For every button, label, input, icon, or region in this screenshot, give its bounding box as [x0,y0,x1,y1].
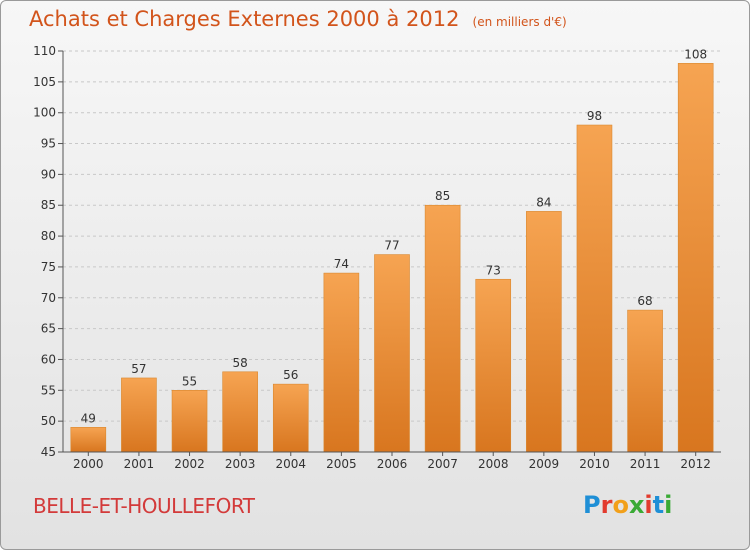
data-label: 55 [182,374,197,388]
logo-letter: i [644,491,653,519]
bar-2004 [272,383,309,453]
bar-2001 [121,377,157,453]
logo-letter: t [652,491,665,519]
logo-letter: P [583,491,601,519]
bar-2009 [526,211,562,453]
data-label: 49 [81,411,96,425]
y-tick-label: 85 [41,198,56,212]
y-tick-label: 45 [41,445,56,459]
x-tick-label: 2000 [73,457,104,471]
bar-2002 [171,390,208,453]
chart-title-text: Achats et Charges Externes 2000 à 2012 [29,7,460,31]
data-label: 98 [587,109,602,123]
commune-name: BELLE-ET-HOULLEFORT [33,494,255,518]
x-tick-label: 2008 [478,457,509,471]
y-tick-label: 70 [41,291,56,305]
data-label: 73 [486,263,501,277]
y-tick-label: 95 [41,137,56,151]
chart-title: Achats et Charges Externes 2000 à 2012 (… [29,7,567,31]
x-tick-label: 2009 [529,457,560,471]
x-tick-label: 2005 [326,457,357,471]
bar-2011 [627,309,663,453]
y-tick-label: 105 [33,75,56,89]
x-tick-label: 2001 [124,457,155,471]
data-label: 68 [637,294,652,308]
bar-2010 [576,124,613,453]
x-tick-label: 2011 [630,457,661,471]
logo-letter: o [612,491,629,519]
x-tick-label: 2010 [579,457,610,471]
y-tick-label: 110 [33,44,56,58]
chart-unit: (en milliers d'€) [472,15,567,29]
bar-2012 [677,63,714,453]
bar-2003 [222,371,258,453]
x-tick-label: 2002 [174,457,205,471]
y-tick-label: 75 [41,260,56,274]
x-tick-label: 2004 [275,457,306,471]
data-label: 56 [283,368,298,382]
bar-2006 [374,254,410,453]
proxiti-logo[interactable]: Proxiti [583,491,672,519]
x-axis: 2000 2001 2002 2003 2004 2005 2006 2007 2008 2009… [63,451,721,471]
y-tick-label: 55 [41,383,56,397]
bar-2005 [323,272,360,453]
logo-letter: x [628,491,645,519]
y-tick-label: 80 [41,229,56,243]
data-label: 58 [233,356,248,370]
bar-2007 [424,204,461,453]
bar-2008 [475,278,512,453]
y-tick-label: 60 [41,352,56,366]
data-label: 85 [435,189,450,203]
bar-2000 [70,427,107,453]
x-tick-label: 2006 [377,457,408,471]
y-tick-label: 50 [41,414,56,428]
x-tick-label: 2003 [225,457,256,471]
y-tick-label: 90 [41,167,56,181]
data-label: 74 [334,257,349,271]
logo-letter: r [600,491,613,519]
data-label: 77 [384,239,399,253]
x-tick-label: 2007 [427,457,458,471]
logo-letter: i [664,491,673,519]
data-label: 108 [684,47,707,61]
y-tick-label: 100 [33,106,56,120]
x-tick-label: 2012 [680,457,711,471]
data-label: 57 [131,362,146,376]
y-tick-label: 65 [41,322,56,336]
bars: 49 57 55 58 56 74 77 85 73 84 98 68 108 [70,47,714,453]
y-axis: 45 50 55 60 65 70 75 80 85 90 95 100 105 110 [33,44,64,459]
data-label: 84 [536,195,551,209]
